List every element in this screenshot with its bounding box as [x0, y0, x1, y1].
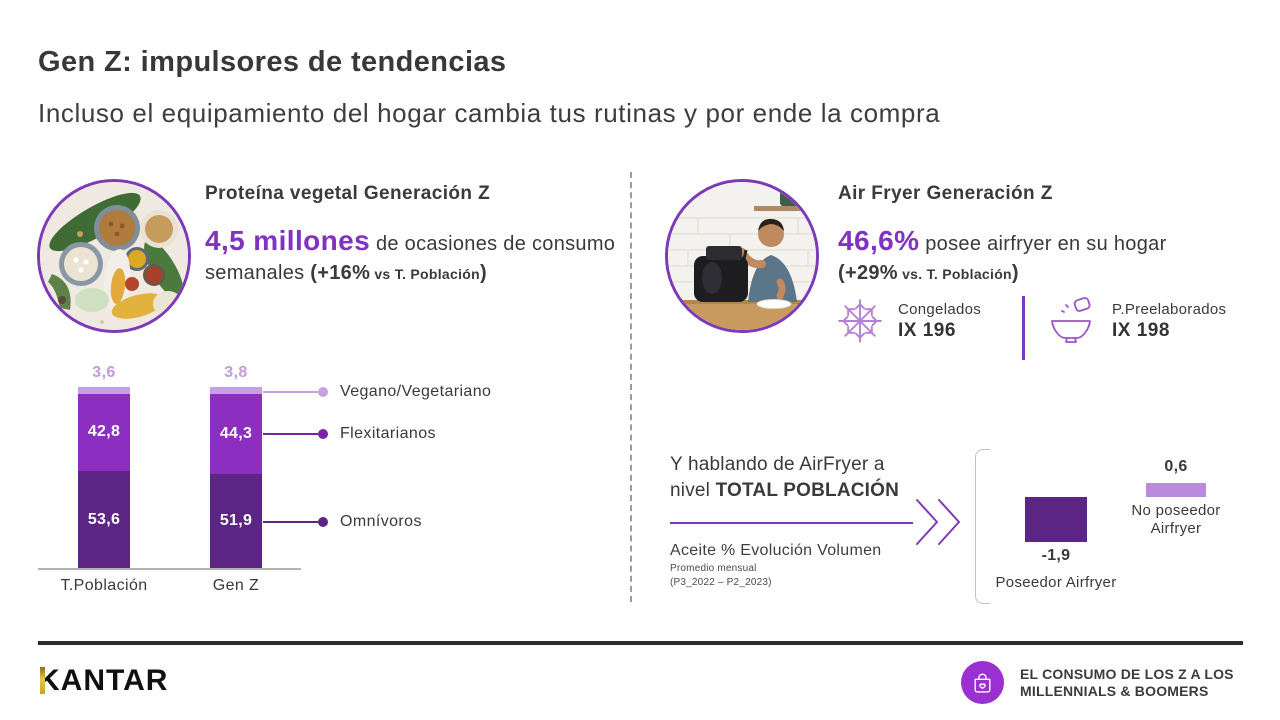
bar-genz: 3,8 44,3 51,9: [210, 364, 262, 568]
campaign-badge: [961, 661, 1004, 704]
legend-item-omnivoros: Omnívoros: [263, 512, 422, 532]
mini-label-no-poseedor-line2: Airfryer: [1150, 520, 1202, 537]
bar-value-omnivoros: 53,6: [87, 510, 121, 528]
protein-stacked-chart: 3,6 42,8 53,6 3,8 44,3 51,9 T.Población …: [38, 364, 603, 609]
x-axis-label-tpoblacion: T.Población: [60, 577, 148, 594]
airfryer-total-line2-bold: TOTAL POBLACIÓN: [715, 480, 900, 501]
shopping-bag-icon: [974, 673, 991, 693]
legend-connector: [263, 521, 318, 523]
bar-value-vegano: 3,6: [92, 364, 116, 381]
badge-preelaborados-label: P.Preelaborados: [1112, 300, 1227, 318]
protein-stat-line1: 4,5 millones de ocasiones de consumo: [205, 225, 635, 260]
airfryer-total-line1: Y hablando de AirFryer a: [670, 454, 885, 475]
bar-segment-omnivoros: 51,9: [210, 474, 262, 568]
mini-label-poseedor: Poseedor Airfryer: [995, 574, 1117, 591]
vegetable-protein-photo: [37, 179, 191, 333]
badge-divider: [1022, 296, 1025, 360]
badge-preelaborados: P.Preelaborados IX 198: [1044, 297, 1226, 345]
legend-label-flexitarianos: Flexitarianos: [340, 425, 436, 442]
airfryer-stat-line2: (+29% vs. T. Población): [838, 262, 1268, 285]
kantar-logo-text: KANTAR: [38, 664, 169, 697]
airfryer-text-block: Air Fryer Generación Z 46,6% posee airfr…: [838, 183, 1268, 285]
airfryer-stat-value: 46,6%: [838, 225, 920, 256]
protein-stat-text2: semanales: [205, 262, 311, 284]
mini-chart-bracket: [975, 449, 990, 604]
mini-value-poseedor: -1,9: [1041, 547, 1071, 564]
bar-value-flexitarianos: 42,8: [87, 423, 121, 441]
legend-item-vegano: Vegano/Vegetariano: [263, 382, 491, 402]
kantar-gold-stem: [40, 667, 45, 694]
mini-bar-poseedor: [1025, 497, 1087, 542]
metric-sub1: Promedio mensual: [670, 563, 757, 574]
mini-value-no-poseedor: 0,6: [1164, 458, 1188, 475]
double-chevron-icon: [916, 499, 960, 545]
x-axis-label-genz: Gen Z: [212, 577, 260, 594]
bar-segment-flexitarianos: 42,8: [78, 393, 130, 471]
protein-stat-close: ): [479, 262, 487, 284]
protein-stat-vs: vs T. Población: [370, 266, 480, 282]
legend-connector: [263, 391, 318, 393]
airfryer-total-block: Y hablando de AirFryer a nivel TOTAL POB…: [670, 452, 920, 588]
campaign-title-line1: EL CONSUMO DE LOS Z A LOS: [1020, 666, 1234, 682]
metric-title: Aceite % Evolución Volumen: [670, 542, 882, 559]
bar-segment-vegano: [78, 387, 130, 394]
bar-segment-omnivoros: 53,6: [78, 471, 130, 568]
airfryer-stat-delta: (+29%: [838, 262, 898, 284]
bar-value-flexitarianos: 44,3: [219, 424, 253, 442]
airfryer-stat-line1: 46,6% posee airfryer en su hogar: [838, 225, 1268, 260]
bar-segment-vegano: [210, 387, 262, 394]
page-subtitle: Incluso el equipamiento del hogar cambia…: [38, 98, 941, 128]
vegetable-protein-illustration: [40, 182, 188, 330]
campaign-title-line2: MILLENNIALS & BOOMERS: [1020, 683, 1209, 699]
airfryer-kitchen-illustration: [668, 182, 816, 330]
badge-congelados-text: Congelados IX 196: [898, 301, 981, 342]
protein-stat-line2: semanales (+16% vs T. Población): [205, 262, 635, 285]
mini-bar-no-poseedor: [1146, 482, 1206, 497]
purple-rule: [670, 522, 913, 524]
legend-connector: [263, 433, 318, 435]
airfryer-total-line2-pre: nivel: [670, 480, 716, 501]
bowl-icon: [1051, 297, 1091, 343]
chart-baseline: [38, 568, 301, 570]
protein-stat-delta: (+16%: [310, 262, 371, 284]
legend-label-omnivoros: Omnívoros: [340, 513, 422, 530]
protein-heading: Proteína vegetal Generación Z: [205, 183, 491, 204]
mini-label-no-poseedor: No poseedor Airfryer: [1116, 502, 1236, 538]
bar-segment-flexitarianos: 44,3: [210, 393, 262, 475]
badge-congelados-index: IX 196: [898, 319, 956, 341]
section-divider: [630, 172, 632, 602]
snowflake-icon: [838, 299, 882, 343]
airfryer-stat-close: ): [1011, 262, 1019, 284]
badge-congelados-label: Congelados: [898, 300, 982, 318]
airfryer-kitchen-photo: [665, 179, 819, 333]
airfryer-stat-text: posee airfryer en su hogar: [919, 233, 1167, 255]
campaign-title: EL CONSUMO DE LOS Z A LOS MILLENNIALS & …: [1020, 666, 1234, 700]
legend-dot: [318, 429, 328, 439]
protein-stat-text: de ocasiones de consumo: [370, 233, 616, 255]
airfryer-heading: Air Fryer Generación Z: [838, 183, 1053, 204]
legend-dot: [318, 387, 328, 397]
kantar-logo: KANTAR: [38, 664, 168, 698]
badge-preelaborados-text: P.Preelaborados IX 198: [1112, 301, 1226, 342]
bar-value-vegano: 3,8: [224, 364, 248, 381]
airfryer-total-line2: nivel TOTAL POBLACIÓN: [670, 478, 920, 504]
mini-label-no-poseedor-line1: No poseedor: [1131, 502, 1221, 519]
badge-congelados: Congelados IX 196: [836, 297, 981, 345]
bar-tpoblacion: 3,6 42,8 53,6: [78, 364, 130, 568]
legend-label-vegano: Vegano/Vegetariano: [340, 383, 492, 400]
footer-rule: [38, 641, 1243, 645]
protein-stat-value: 4,5 millones: [205, 225, 371, 256]
legend-dot: [318, 517, 328, 527]
airfryer-stat-vs: vs. T. Población: [897, 266, 1012, 282]
bar-value-omnivoros: 51,9: [219, 512, 253, 530]
legend-item-flexitarianos: Flexitarianos: [263, 424, 436, 444]
page-title: Gen Z: impulsores de tendencias: [38, 46, 507, 78]
protein-text-block: Proteína vegetal Generación Z 4,5 millon…: [205, 183, 635, 285]
metric-sub2: (P3_2022 – P2_2023): [670, 577, 772, 588]
badge-preelaborados-index: IX 198: [1112, 319, 1170, 341]
